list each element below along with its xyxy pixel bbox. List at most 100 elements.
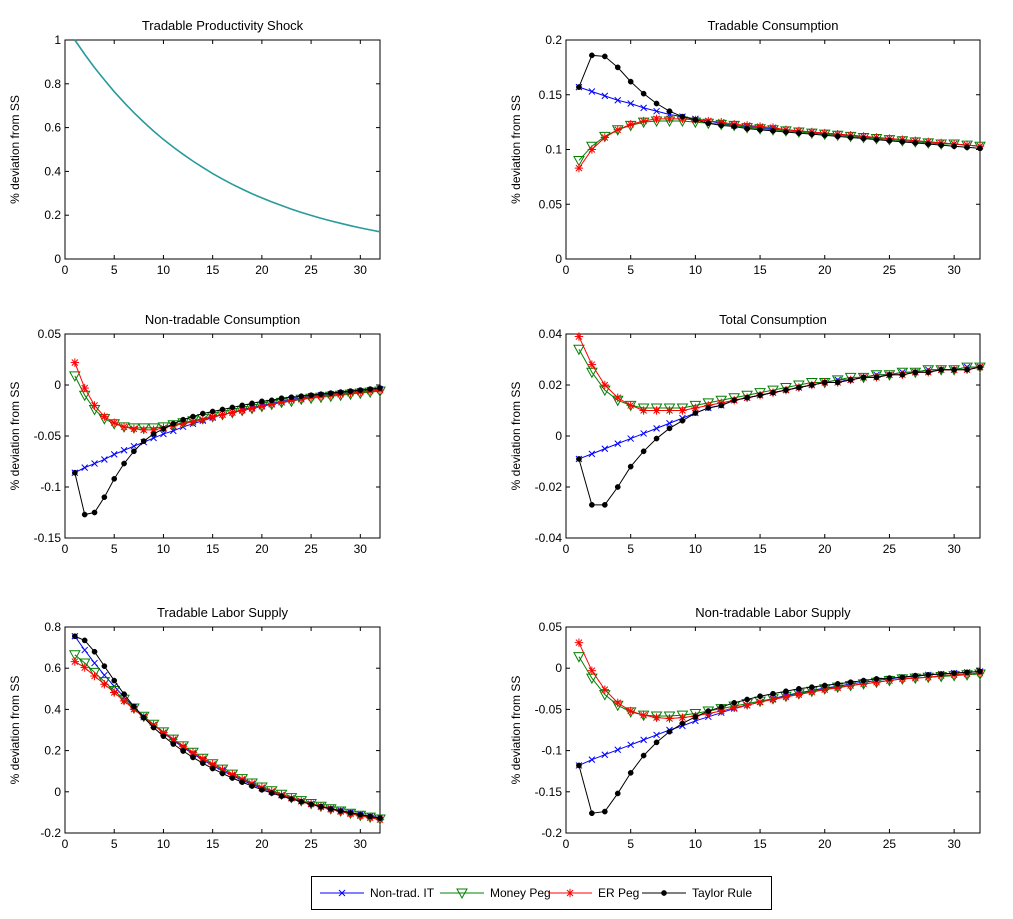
data-point-taylor <box>757 693 763 700</box>
legend-swatch-money-peg <box>440 888 484 900</box>
x-tick-label: 20 <box>255 542 269 556</box>
x-tick-label: 25 <box>883 263 897 277</box>
data-point-it <box>110 451 118 458</box>
data-point-it <box>150 434 157 442</box>
data-point-taylor <box>278 793 285 799</box>
data-point-er <box>626 120 635 129</box>
data-point-taylor <box>666 425 673 432</box>
data-point-taylor <box>912 369 919 376</box>
y-tick-label: 0.15 <box>539 88 563 102</box>
data-point-it <box>601 92 609 100</box>
data-point-taylor <box>938 671 945 677</box>
data-point-it <box>130 442 138 450</box>
data-point-money <box>137 423 150 434</box>
data-point-money <box>573 652 585 663</box>
data-point-taylor <box>589 810 595 817</box>
data-point-taylor <box>367 386 374 392</box>
data-point-taylor <box>731 397 738 404</box>
x-tick-label: 20 <box>818 542 832 556</box>
data-point-er <box>639 710 648 720</box>
x-tick-label: 15 <box>753 837 767 851</box>
data-point-taylor <box>576 456 582 462</box>
data-point-taylor <box>977 364 983 370</box>
data-point-er <box>613 125 622 134</box>
data-point-taylor <box>951 670 957 676</box>
legend-marker-money <box>456 888 468 900</box>
x-tick-label: 10 <box>689 542 703 556</box>
data-point-taylor <box>121 691 127 698</box>
data-point-taylor <box>239 402 246 409</box>
data-point-taylor <box>718 704 725 710</box>
subplot-2: Tradable Consumption % deviation from SS 0… <box>509 18 986 277</box>
x-tick-label: 25 <box>883 837 897 851</box>
x-tick-label: 5 <box>111 542 118 556</box>
data-point-er <box>90 671 99 681</box>
data-point-it <box>588 88 596 95</box>
series-taylor <box>71 385 383 518</box>
y-tick-label: -0.1 <box>40 480 61 494</box>
data-point-money <box>68 371 81 382</box>
data-point-er <box>626 401 635 410</box>
data-point-taylor <box>268 790 275 796</box>
y-tick-label: 0.6 <box>44 661 61 675</box>
y-tick-label: 0.6 <box>44 121 61 135</box>
series-line-shock <box>74 39 381 233</box>
data-point-er <box>613 393 622 402</box>
data-point-er <box>678 713 687 722</box>
data-point-taylor <box>601 53 608 60</box>
data-point-taylor <box>219 770 226 777</box>
data-point-taylor <box>327 390 334 397</box>
data-point-taylor <box>860 135 867 142</box>
data-point-it <box>91 659 98 667</box>
data-point-taylor <box>886 675 893 681</box>
data-point-er <box>100 680 109 689</box>
data-point-taylor <box>150 724 157 731</box>
data-point-taylor <box>160 426 167 432</box>
data-point-taylor <box>796 384 802 391</box>
data-point-er <box>678 406 687 415</box>
data-point-taylor <box>679 113 686 120</box>
data-point-taylor <box>627 463 634 470</box>
data-point-taylor <box>731 123 738 130</box>
data-point-taylor <box>327 806 334 812</box>
data-point-taylor <box>131 448 137 455</box>
data-point-it <box>169 427 177 435</box>
data-point-taylor <box>925 141 932 147</box>
data-point-it <box>653 424 660 432</box>
data-point-taylor <box>367 813 374 820</box>
data-point-taylor <box>899 138 906 145</box>
data-point-er <box>587 145 597 154</box>
x-tick-label: 20 <box>255 263 269 277</box>
x-tick-label: 30 <box>354 263 368 277</box>
x-tick-label: 15 <box>206 263 220 277</box>
legend: Non-trad. IT Money Peg ER Peg Taylor Rul… <box>311 876 772 910</box>
data-point-taylor <box>268 397 275 404</box>
data-point-taylor <box>91 509 98 516</box>
data-point-taylor <box>377 385 383 391</box>
axes-frame <box>565 39 981 260</box>
data-point-taylor <box>977 668 983 675</box>
data-point-taylor <box>209 408 216 415</box>
axes-frame <box>64 39 381 260</box>
data-point-er <box>639 116 648 126</box>
data-point-er <box>626 706 635 716</box>
data-point-it <box>614 746 622 754</box>
x-tick-label: 10 <box>157 263 171 277</box>
data-point-taylor <box>229 404 236 411</box>
data-point-taylor <box>666 108 673 115</box>
data-point-taylor <box>71 633 78 640</box>
data-point-er <box>208 759 217 769</box>
data-point-taylor <box>770 690 776 697</box>
data-point-er <box>613 698 622 708</box>
data-point-it <box>614 96 622 104</box>
data-point-er <box>70 657 80 666</box>
x-tick-label: 25 <box>883 542 897 556</box>
data-point-taylor <box>692 410 699 416</box>
series-taylor <box>576 52 983 152</box>
data-point-taylor <box>860 677 867 684</box>
y-axis-label: % deviation from SS <box>8 382 22 491</box>
data-point-taylor <box>821 379 828 386</box>
data-point-taylor <box>337 808 344 814</box>
data-point-er <box>119 696 129 706</box>
series-shock <box>74 39 381 233</box>
